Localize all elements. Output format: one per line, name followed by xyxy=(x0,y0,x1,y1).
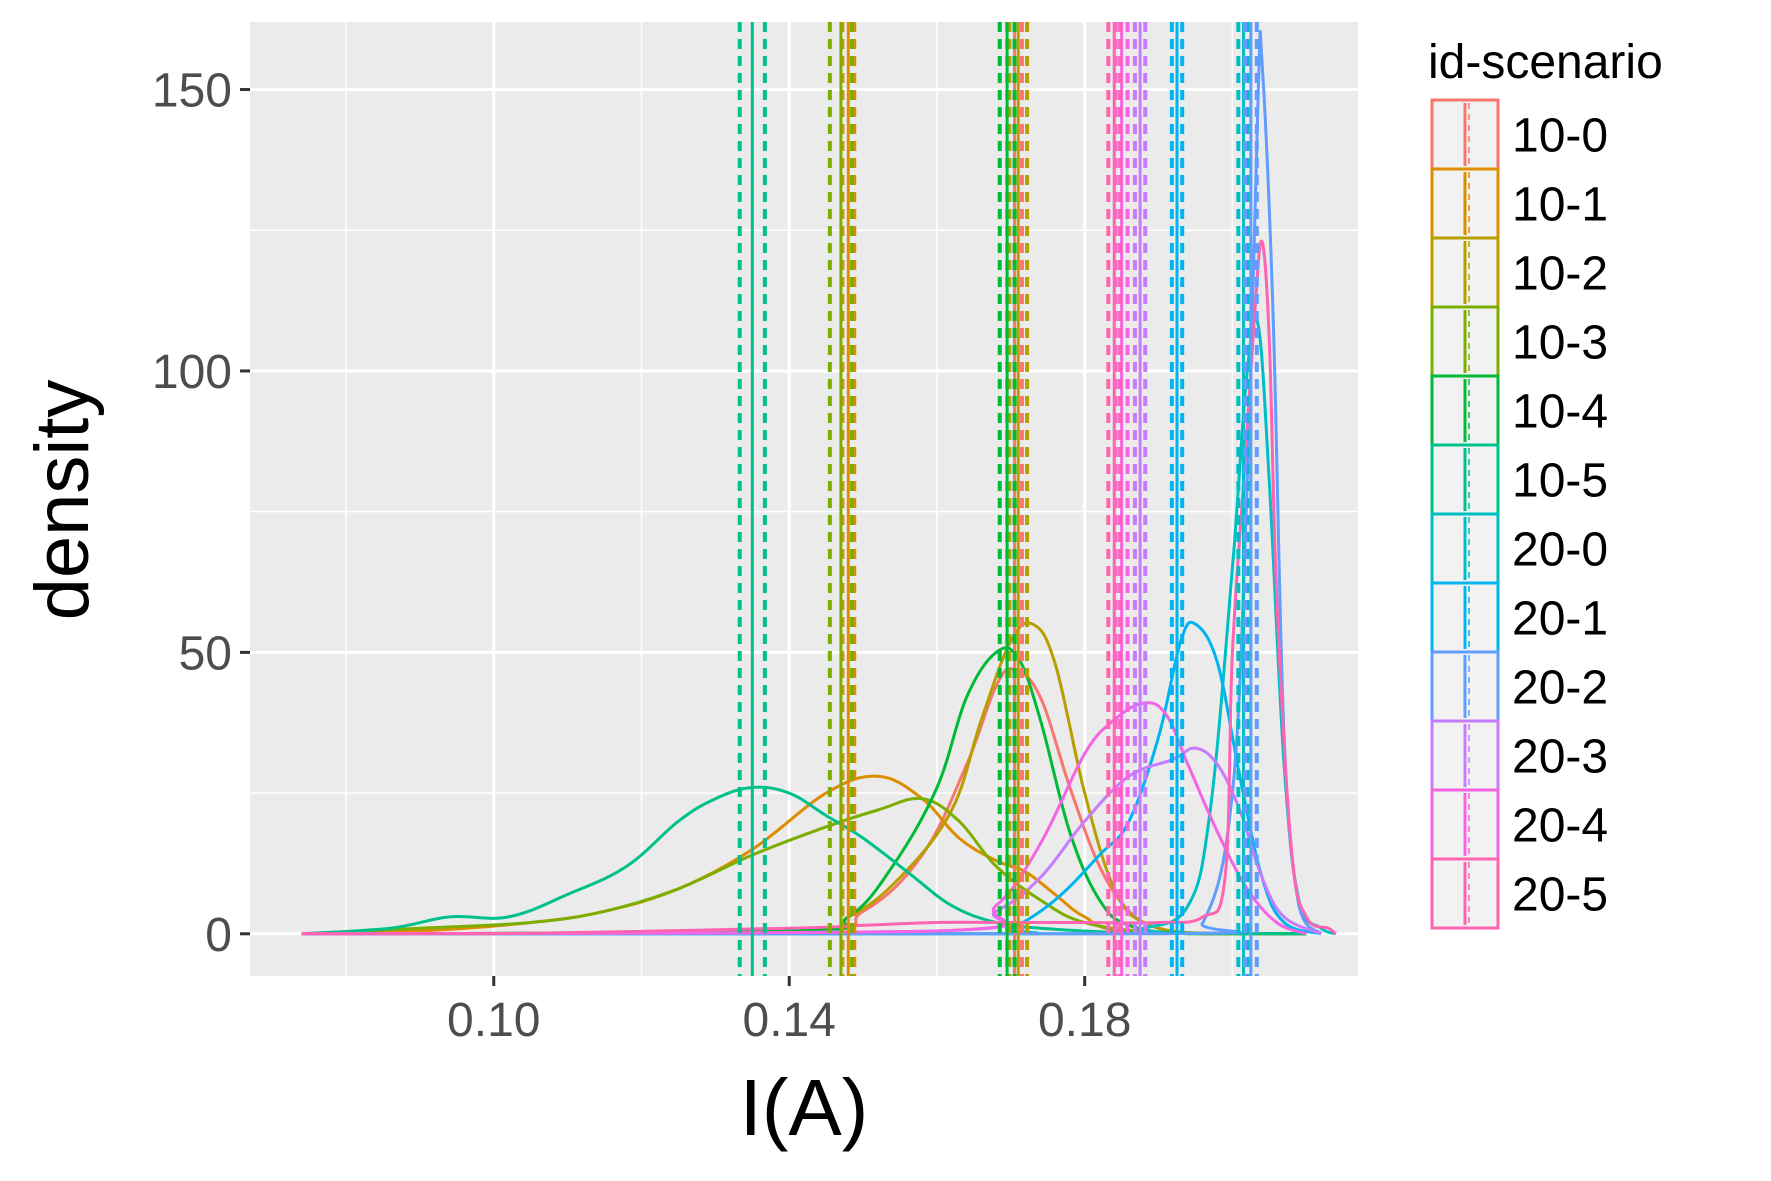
density-curve-20-4 xyxy=(301,701,1307,936)
legend-label-10-2: 10-2 xyxy=(1512,248,1608,301)
legend-label-10-1: 10-1 xyxy=(1512,179,1608,232)
legend-label-10-4: 10-4 xyxy=(1512,386,1608,439)
density-curve-10-5 xyxy=(301,785,1307,936)
legend-label-10-5: 10-5 xyxy=(1512,455,1608,508)
x-tick-label: 0.14 xyxy=(743,994,836,1047)
y-tick-label: 150 xyxy=(152,65,232,118)
legend-title: id-scenario xyxy=(1428,36,1663,89)
x-tick-label: 0.10 xyxy=(447,994,540,1047)
legend-label-20-4: 20-4 xyxy=(1512,800,1608,853)
legend-label-20-1: 20-1 xyxy=(1512,593,1608,646)
legend-label-20-0: 20-0 xyxy=(1512,524,1608,577)
legend-label-10-3: 10-3 xyxy=(1512,317,1608,370)
legend-label-20-3: 20-3 xyxy=(1512,731,1608,784)
x-tick-label: 0.18 xyxy=(1038,994,1131,1047)
axes: 0.10 0.14 0.18 0 50 100 150 xyxy=(152,65,1131,1047)
legend-label-20-5: 20-5 xyxy=(1512,869,1608,922)
y-tick-label: 50 xyxy=(179,627,232,680)
legend: id-scenario 10-0 10-1 10-2 10-3 10-4 10-5 20-0… xyxy=(1428,36,1663,930)
plot-panel xyxy=(250,22,1358,976)
y-tick-label: 0 xyxy=(205,909,232,962)
grid-minor xyxy=(250,22,1358,976)
legend-items: 10-0 10-1 10-2 10-3 10-4 10-5 20-0 20-1 20-2 20-3… xyxy=(1430,98,1608,930)
y-axis-title: density xyxy=(20,380,105,621)
legend-label-20-2: 20-2 xyxy=(1512,662,1608,715)
y-tick-label: 100 xyxy=(152,346,232,399)
x-axis-title: I(A) xyxy=(740,1063,869,1152)
legend-label-10-0: 10-0 xyxy=(1512,110,1608,163)
mean-lines-layer xyxy=(737,22,1259,976)
